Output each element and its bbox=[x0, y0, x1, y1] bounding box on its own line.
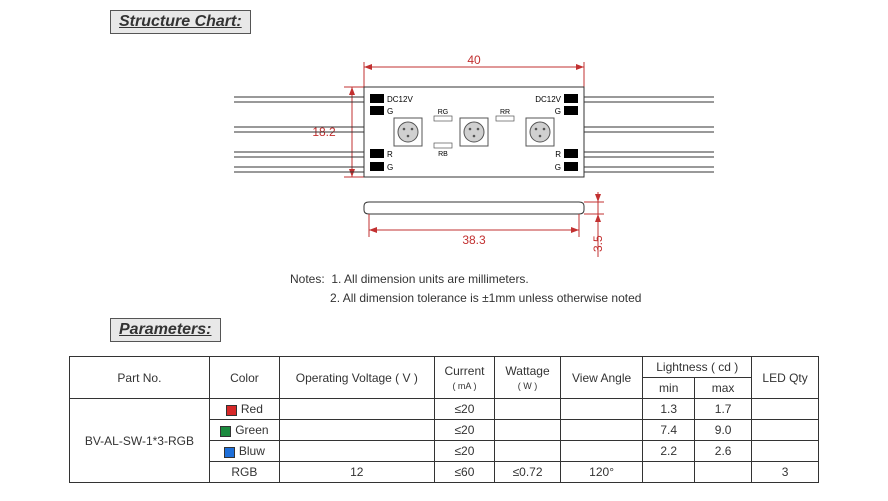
notes-block: Notes: 1. All dimension units are millim… bbox=[290, 270, 878, 308]
svg-text:G: G bbox=[387, 163, 393, 172]
structure-chart-header: Structure Chart: bbox=[110, 10, 251, 34]
svg-text:R: R bbox=[555, 150, 561, 159]
col-lightness: Lightness ( cd ) bbox=[643, 357, 752, 378]
parameters-table: Part No. Color Operating Voltage ( V ) C… bbox=[69, 356, 819, 483]
col-wattage: Wattage( W ) bbox=[495, 357, 561, 399]
svg-text:3.5: 3.5 bbox=[591, 235, 605, 252]
col-max: max bbox=[695, 378, 752, 399]
svg-text:38.3: 38.3 bbox=[462, 233, 486, 247]
note-1: 1. All dimension units are millimeters. bbox=[331, 272, 528, 286]
profile-view bbox=[364, 202, 584, 214]
wires-left bbox=[234, 97, 364, 172]
col-min: min bbox=[643, 378, 695, 399]
col-part: Part No. bbox=[70, 357, 210, 399]
notes-prefix: Notes: bbox=[290, 272, 325, 286]
col-color: Color bbox=[209, 357, 279, 399]
svg-text:G: G bbox=[555, 107, 561, 116]
cell-color: Red bbox=[209, 399, 279, 420]
structure-chart-diagram: 40 18.2 DC12V G R G bbox=[10, 42, 878, 262]
dim-width-label: 40 bbox=[467, 53, 481, 67]
swatch-red bbox=[226, 405, 237, 416]
col-angle: View Angle bbox=[560, 357, 643, 399]
cell-partno: BV-AL-SW-1*3-RGB bbox=[70, 399, 210, 483]
swatch-green bbox=[220, 426, 231, 437]
dim-profile-height: 3.5 bbox=[584, 192, 605, 257]
svg-text:G: G bbox=[555, 163, 561, 172]
table-row: BV-AL-SW-1*3-RGB Red ≤20 1.3 1.7 bbox=[70, 399, 819, 420]
col-qty: LED Qty bbox=[752, 357, 819, 399]
cell-color: RGB bbox=[209, 462, 279, 483]
cell-color: Green bbox=[209, 420, 279, 441]
dim-profile-width: 38.3 bbox=[369, 214, 579, 247]
col-voltage: Operating Voltage ( V ) bbox=[280, 357, 435, 399]
parameters-header: Parameters: bbox=[110, 318, 221, 342]
svg-text:DC12V: DC12V bbox=[387, 95, 413, 104]
note-2: 2. All dimension tolerance is ±1mm unles… bbox=[330, 291, 641, 305]
swatch-blue bbox=[224, 447, 235, 458]
col-current: Current( mA ) bbox=[434, 357, 495, 399]
svg-text:DC12V: DC12V bbox=[535, 95, 561, 104]
svg-text:G: G bbox=[387, 107, 393, 116]
cell-color: Bluw bbox=[209, 441, 279, 462]
svg-text:RB: RB bbox=[438, 151, 448, 158]
svg-text:RR: RR bbox=[500, 109, 510, 116]
svg-text:R: R bbox=[387, 150, 393, 159]
svg-text:RG: RG bbox=[438, 109, 449, 116]
dim-width: 40 bbox=[364, 53, 584, 87]
wires-right bbox=[584, 97, 714, 172]
table-header-row: Part No. Color Operating Voltage ( V ) C… bbox=[70, 357, 819, 378]
